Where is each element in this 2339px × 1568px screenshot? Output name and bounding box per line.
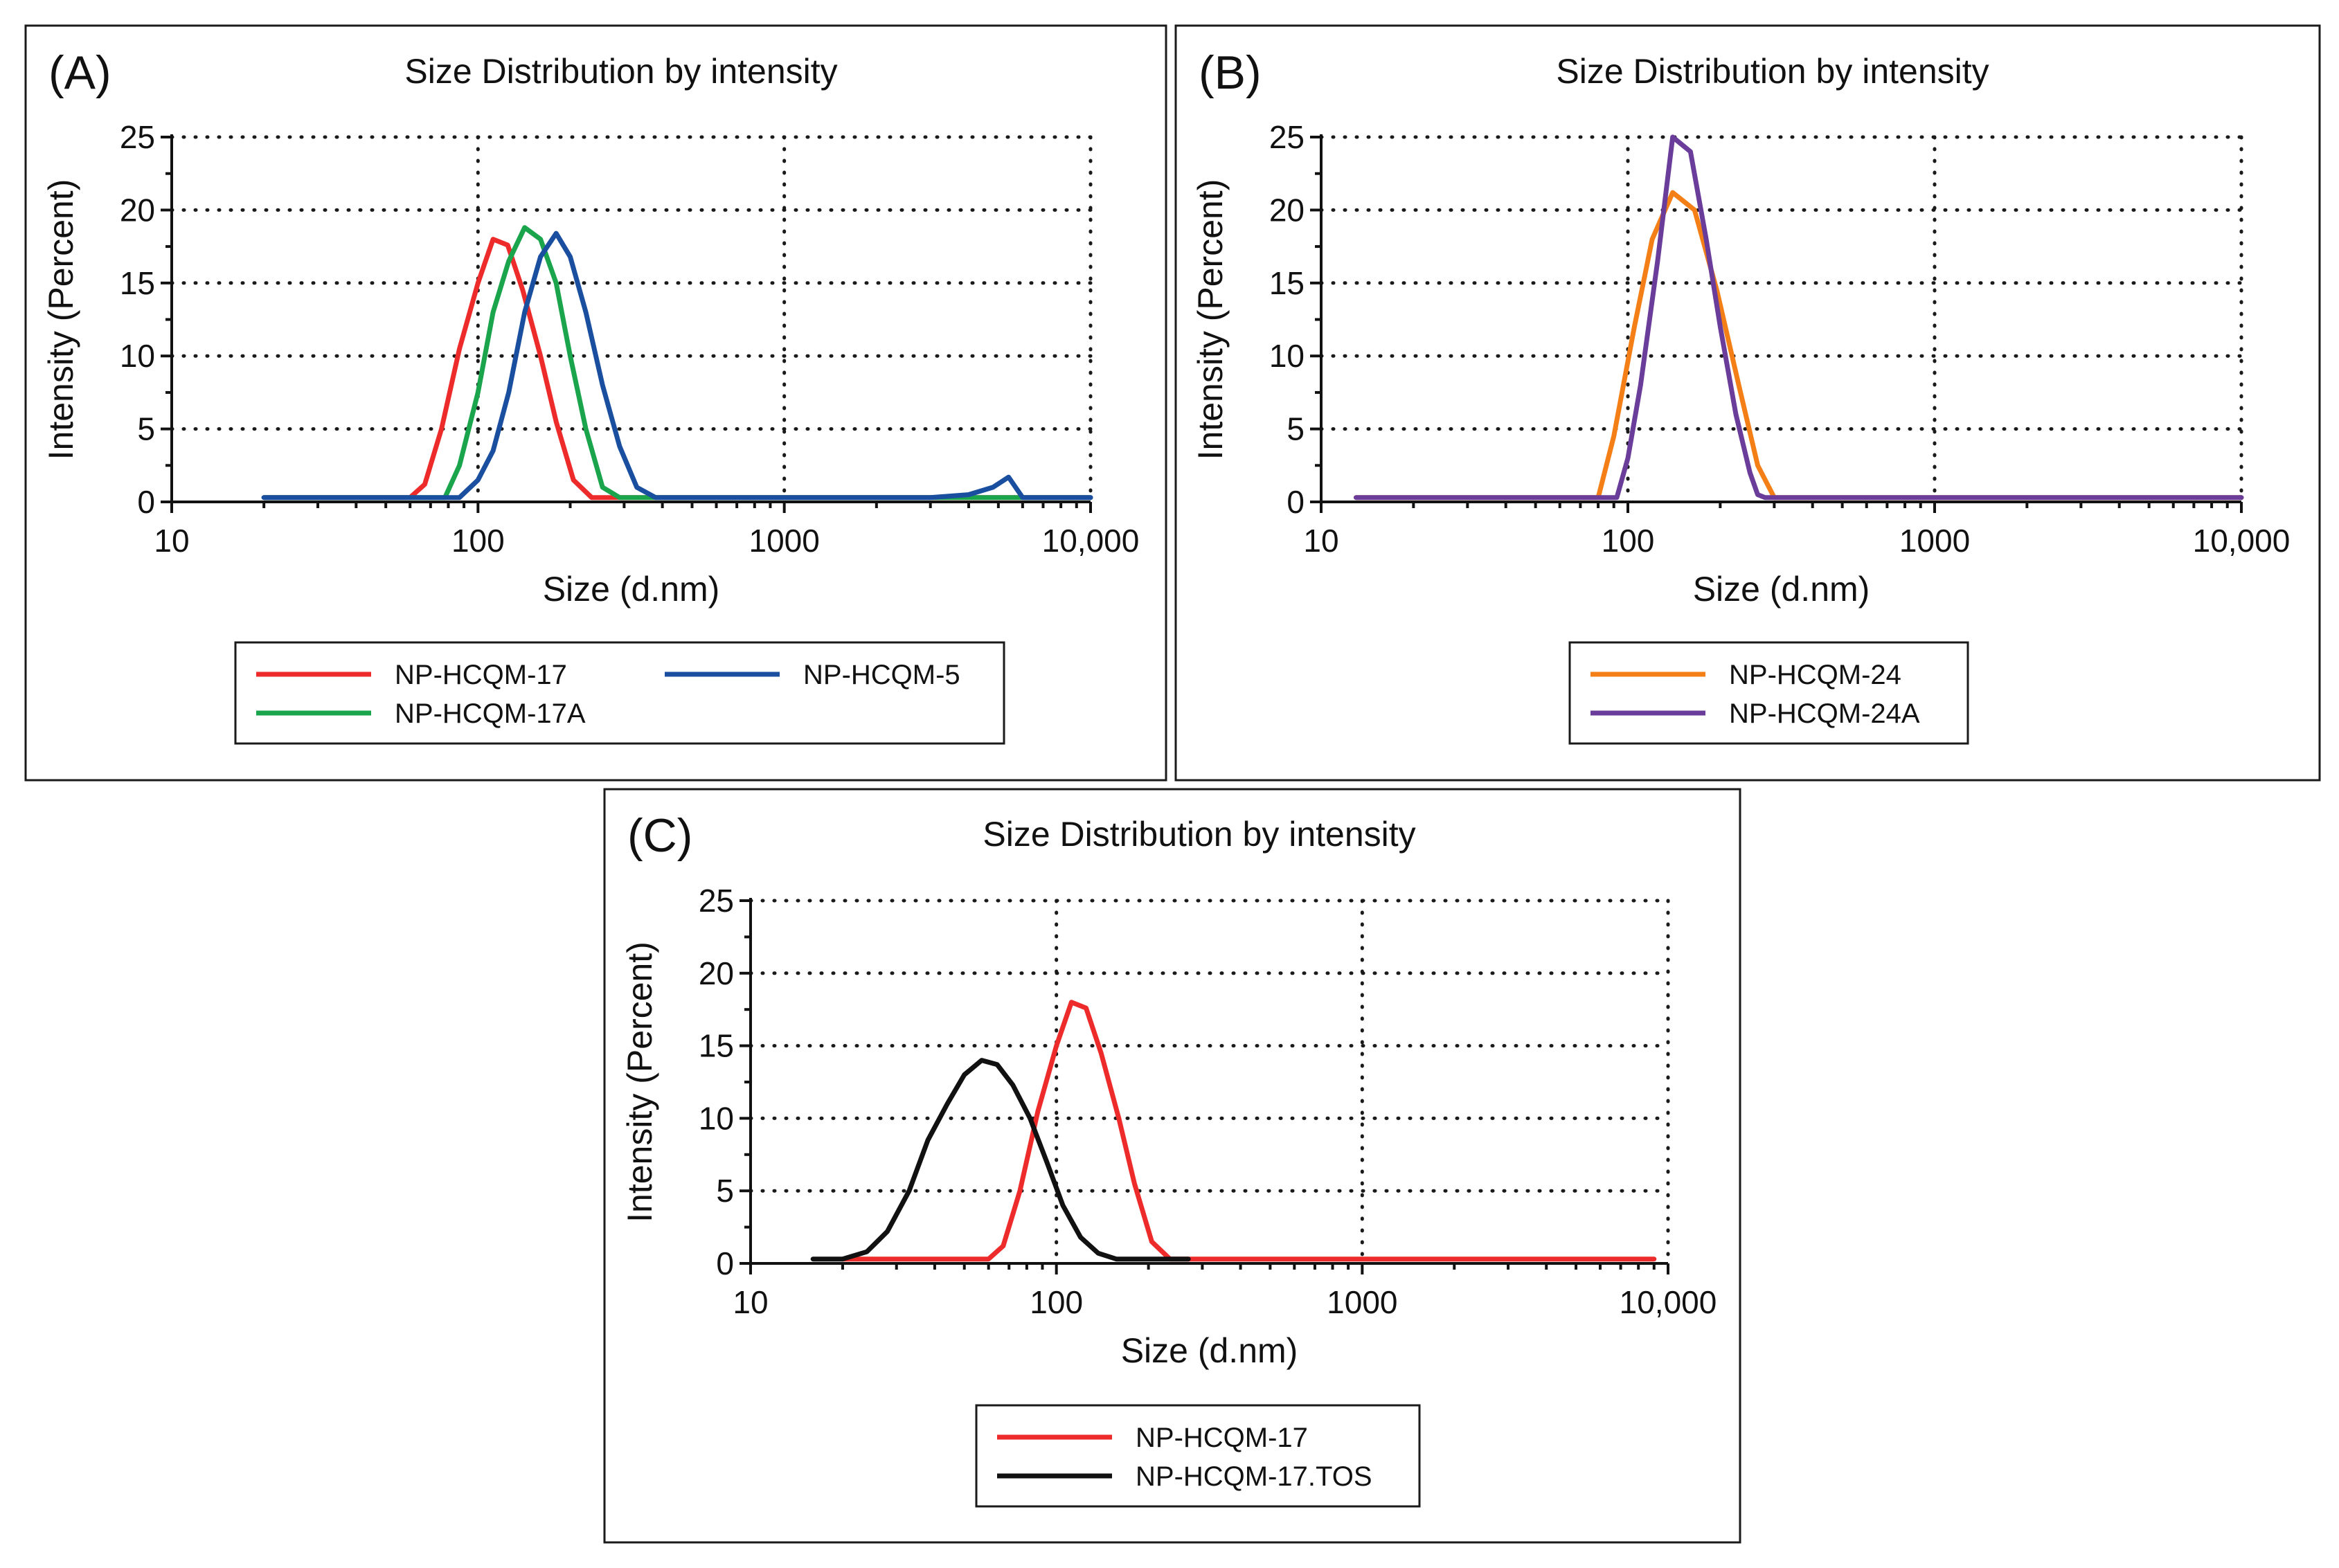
y-tick-label: 5 (137, 411, 155, 447)
y-tick-label: 0 (1287, 484, 1305, 520)
x-tick-label: 1000 (1899, 523, 1970, 559)
y-axis-label: Intensity (Percent) (620, 941, 659, 1223)
chart-title: Size Distribution by intensity (404, 52, 837, 91)
series-line-np-hcqm-17 (840, 1000, 1657, 1262)
y-tick-label: 15 (699, 1028, 734, 1064)
legend-label: NP-HCQM-17 (395, 660, 567, 690)
panel-c: (C) Size Distribution by intensity 0 5 10 15 2… (603, 788, 1741, 1544)
panel-label: (C) (627, 809, 692, 862)
chart-title: Size Distribution by intensity (1556, 52, 1989, 91)
y-tick-label: 20 (120, 192, 155, 228)
legend-label: NP-HCQM-5 (803, 660, 960, 690)
panel-b: (B) Size Distribution by intensity 0 5 10 15 2… (1174, 24, 2321, 782)
y-tick-label: 5 (1287, 411, 1305, 447)
y-tick-label: 15 (120, 265, 155, 301)
legend-label: NP-HCQM-17.TOS (1136, 1461, 1372, 1492)
y-tick-label: 10 (1269, 338, 1305, 374)
y-tick-label: 25 (1269, 119, 1305, 155)
legend-box (1568, 641, 1969, 745)
x-tick-label: 100 (451, 523, 505, 559)
x-tick-label: 10 (733, 1284, 768, 1320)
legend-label: NP-HCQM-24A (1729, 699, 1920, 729)
legend-label: NP-HCQM-24 (1729, 660, 1901, 690)
y-tick-label: 15 (1269, 265, 1305, 301)
x-axis-label: Size (d.nm) (1693, 570, 1870, 609)
y-axis-label: Intensity (Percent) (42, 179, 80, 460)
series-line-np-hcqm-17-tos (810, 1058, 1191, 1262)
y-tick-label: 20 (699, 955, 734, 991)
y-tick-label: 0 (716, 1245, 734, 1281)
x-tick-label: 10,000 (1620, 1284, 1717, 1320)
chart-title: Size Distribution by intensity (983, 815, 1415, 854)
x-tick-label: 10,000 (2193, 523, 2291, 559)
y-tick-label: 25 (699, 883, 734, 919)
legend-label: NP-HCQM-17 (1136, 1423, 1308, 1453)
legend-box (234, 641, 1005, 745)
x-axis-label: Size (d.nm) (543, 570, 720, 609)
y-tick-label: 20 (1269, 192, 1305, 228)
y-tick-label: 0 (137, 484, 155, 520)
x-tick-label: 100 (1030, 1284, 1083, 1320)
y-tick-label: 10 (120, 338, 155, 374)
y-tick-label: 5 (716, 1173, 734, 1209)
y-axis-label: Intensity (Percent) (1191, 179, 1230, 460)
x-tick-label: 10 (1303, 523, 1338, 559)
y-tick-label: 25 (120, 119, 155, 155)
x-tick-label: 100 (1602, 523, 1655, 559)
x-tick-label: 1000 (749, 523, 819, 559)
panel-label: (A) (48, 46, 111, 99)
x-axis-label: Size (d.nm) (1121, 1331, 1298, 1370)
panel-a: (A) Size Distribution by intensity 0 5 10 15 2… (24, 24, 1167, 782)
series-line-np-hcqm-24a (1354, 134, 2244, 501)
legend-label: NP-HCQM-17A (395, 699, 586, 729)
y-tick-label: 10 (699, 1100, 734, 1136)
x-tick-label: 10,000 (1042, 523, 1140, 559)
panel-label: (B) (1199, 46, 1262, 99)
series-line-np-hcqm-5 (261, 231, 1093, 501)
legend-box (975, 1404, 1421, 1508)
x-tick-label: 1000 (1327, 1284, 1397, 1320)
x-tick-label: 10 (154, 523, 189, 559)
